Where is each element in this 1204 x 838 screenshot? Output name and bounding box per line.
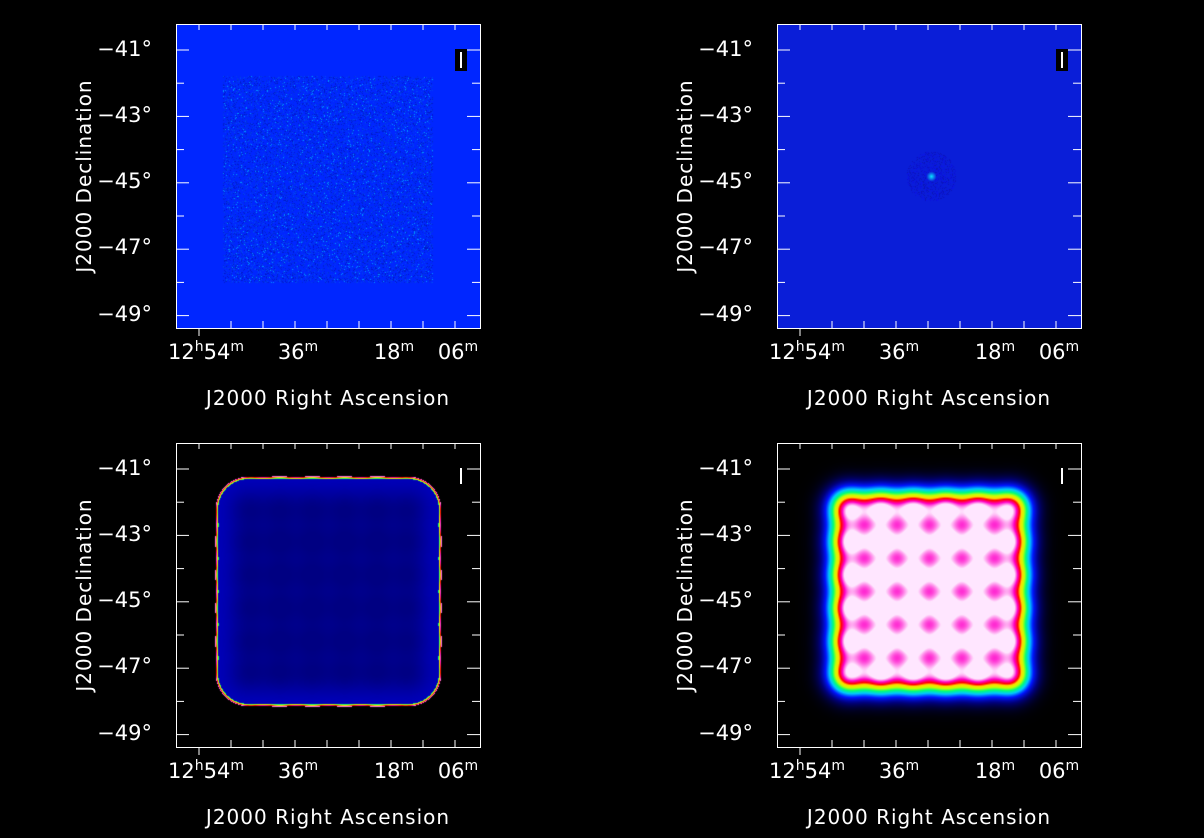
y-axis-label: J2000 Declination <box>72 498 96 692</box>
stokes-label <box>455 468 467 513</box>
y-tick-label: −45° <box>698 169 753 193</box>
y-tick-label: −43° <box>97 103 152 127</box>
y-tick-label: −41° <box>698 37 753 61</box>
y-tick-label: −49° <box>97 721 152 745</box>
stokes-label <box>1056 49 1068 71</box>
x-tick-label: 12h54m <box>168 758 244 783</box>
x-tick-label: 18m <box>373 339 415 364</box>
y-tick-label: −47° <box>97 654 152 678</box>
y-tick-label: −41° <box>698 456 753 480</box>
x-tick-label: 18m <box>974 758 1016 783</box>
sky-image <box>777 24 1081 328</box>
x-tick-label: 18m <box>373 758 415 783</box>
x-tick-label: 36m <box>878 339 920 364</box>
y-tick-label: −41° <box>97 456 152 480</box>
x-tick-label: 36m <box>277 758 319 783</box>
y-tick-label: −41° <box>97 37 152 61</box>
x-tick-label: 12h54m <box>769 758 845 783</box>
y-tick-label: −47° <box>698 654 753 678</box>
y-axis-label: J2000 Declination <box>673 79 697 273</box>
image-panel-psf: −41° −43° −45° −47° −49° 12h54m 36m 18m … <box>601 0 1201 419</box>
y-tick-label: −47° <box>698 235 753 259</box>
y-tick-label: −43° <box>698 103 753 127</box>
x-tick-label: 12h54m <box>168 339 244 364</box>
stokes-label <box>1056 468 1068 513</box>
y-tick-label: −45° <box>698 588 753 612</box>
x-axis-label: J2000 Right Ascension <box>806 386 1052 410</box>
y-axis-label: J2000 Declination <box>72 79 96 273</box>
y-tick-label: −45° <box>97 169 152 193</box>
x-tick-label: 06m <box>437 758 479 783</box>
y-axis-label: J2000 Declination <box>673 498 697 692</box>
sky-image <box>777 443 1081 747</box>
image-panel-sensitivity: −41° −43° −45° −47° −49° 12h54m 36m 18m … <box>0 419 600 838</box>
x-axis-label: J2000 Right Ascension <box>205 805 451 829</box>
axes-frame <box>176 443 481 755</box>
y-tick-label: −49° <box>698 302 753 326</box>
stokes-label <box>455 49 467 71</box>
x-tick-label: 36m <box>277 339 319 364</box>
x-tick-label: 36m <box>878 758 920 783</box>
x-axis-label: J2000 Right Ascension <box>205 386 451 410</box>
y-tick-label: −45° <box>97 588 152 612</box>
image-panel-primary-beam: −41° −43° −45° −47° −49° 12h54m 36m 18m … <box>601 419 1201 838</box>
x-tick-label: 12h54m <box>769 339 845 364</box>
y-tick-label: −49° <box>97 302 152 326</box>
sky-image <box>176 443 480 747</box>
x-tick-label: 06m <box>437 339 479 364</box>
y-tick-label: −49° <box>698 721 753 745</box>
x-tick-label: 06m <box>1038 339 1080 364</box>
x-tick-label: 18m <box>974 339 1016 364</box>
axes-frame <box>777 24 1082 336</box>
x-tick-label: 06m <box>1038 758 1080 783</box>
y-tick-label: −43° <box>698 522 753 546</box>
axes-frame <box>777 443 1082 755</box>
sky-image <box>176 24 480 328</box>
y-tick-label: −43° <box>97 522 152 546</box>
image-panel-residual: −41° −43° −45° −47° −49° 12h54m 36m 18m … <box>0 0 600 419</box>
x-axis-label: J2000 Right Ascension <box>806 805 1052 829</box>
axes-frame <box>176 24 481 336</box>
y-tick-label: −47° <box>97 235 152 259</box>
